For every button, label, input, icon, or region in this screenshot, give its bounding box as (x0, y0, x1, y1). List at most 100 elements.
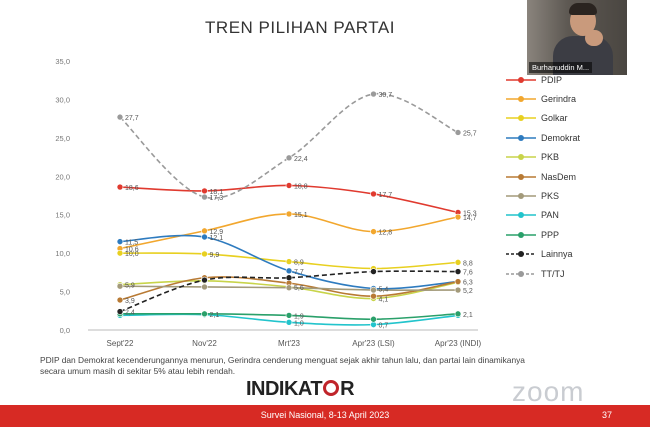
data-label-ppp: 2,1 (463, 312, 473, 319)
legend-label: PPP (541, 229, 560, 240)
data-point-demokrat (285, 267, 293, 275)
legend-swatch-icon (506, 193, 536, 200)
legend-label: Gerindra (541, 94, 577, 105)
legend-item-nasdem: NasDem (505, 167, 605, 186)
zoom-watermark: zoom (512, 376, 585, 407)
data-point-ppp (370, 315, 377, 323)
chart-data-labels: 18,6 18,1 18,8 17,7 15,3 10,6 12,9 15,1 12,8 14,7… (125, 92, 477, 330)
legend-label: PKB (541, 152, 560, 163)
data-point-pan (285, 319, 293, 326)
legend-item-pdip: PDIP (505, 70, 605, 89)
page-number: 37 (601, 410, 612, 420)
data-point-gerindra (201, 227, 208, 235)
data-label-tt-tj: 22,4 (294, 156, 308, 163)
data-label-pan: 0,7 (379, 323, 389, 330)
legend-item-gerindra: Gerindra (505, 89, 605, 108)
data-point-pks (285, 284, 293, 292)
legend-swatch-icon (506, 96, 536, 103)
data-point-nasdem (370, 292, 377, 300)
footer-bar: Survei Nasional, 8-13 April 2023 37 (0, 405, 650, 427)
data-label-demokrat: 5,4 (379, 286, 389, 293)
participant-video-tile[interactable]: Burhanuddin M... (527, 0, 627, 75)
y-tick-label: 10,0 (55, 249, 70, 258)
legend-swatch-icon (506, 270, 536, 277)
series-gerindra (116, 210, 462, 252)
legend-item-lainnya: Lainnya (505, 245, 605, 264)
data-label-demokrat: 6,3 (463, 280, 473, 287)
legend-swatch-icon (506, 173, 536, 180)
series-line-pdip (119, 184, 459, 214)
data-point-lainnya (201, 276, 208, 284)
legend-swatch-icon (506, 212, 536, 219)
legend-item-pan: PAN (505, 206, 605, 225)
x-tick-label: Apr'23 (INDI) (435, 339, 482, 348)
data-point-pks (454, 286, 462, 294)
data-label-tt-tj: 27,7 (125, 115, 139, 122)
data-point-pdip (116, 183, 124, 191)
data-point-golkar (201, 250, 208, 258)
logo-text-b: R (340, 378, 355, 400)
data-label-gerindra: 14,7 (463, 215, 477, 222)
y-tick-label: 30,0 (55, 95, 70, 104)
data-label-golkar: 10,0 (125, 251, 139, 258)
data-label-demokrat: 12,1 (210, 235, 224, 242)
legend-item-tt-tj: TT/TJ (505, 264, 605, 283)
legend-label: PAN (541, 210, 559, 221)
data-label-pan: 1,0 (294, 320, 304, 327)
legend-swatch-icon (506, 154, 536, 161)
x-tick-label: Mrt'23 (278, 339, 301, 348)
data-point-ppp (285, 312, 293, 319)
data-point-pks (370, 286, 377, 294)
speaker-hair (569, 3, 597, 15)
legend-swatch-icon (506, 115, 536, 122)
data-point-nasdem (454, 278, 462, 285)
data-point-lainnya (454, 268, 462, 275)
x-tick-label: Apr'23 (LSI) (352, 339, 395, 348)
data-point-pks (116, 282, 124, 290)
data-label-golkar: 8,9 (294, 260, 304, 267)
legend-item-ppp: PPP (505, 225, 605, 244)
legend-label: Golkar (541, 113, 568, 124)
y-tick-label: 20,0 (55, 172, 70, 181)
chart-caption: PDIP dan Demokrat kecenderungannya menur… (40, 355, 525, 376)
data-label-ppp: 1,9 (294, 313, 304, 320)
data-label-lainnya: 7,6 (463, 270, 473, 277)
series-line-gerindra (119, 213, 459, 250)
data-label-gerindra: 15,1 (294, 212, 308, 219)
indikator-logo: INDIKAT R (0, 378, 600, 401)
legend-label: PDIP (541, 74, 563, 85)
data-point-nasdem (116, 296, 124, 304)
data-point-ppp (454, 310, 462, 318)
data-point-gerindra (370, 228, 377, 235)
data-label-gerindra: 12,8 (379, 230, 393, 237)
data-point-golkar (454, 259, 462, 266)
chart-title: TREN PILIHAN PARTAI (205, 18, 395, 37)
data-point-tt-tj (370, 90, 377, 98)
data-label-tt-tj: 25,7 (463, 130, 477, 137)
data-point-demokrat (116, 238, 124, 245)
data-label-pkb: 4,1 (379, 296, 389, 303)
footer-text: Survei Nasional, 8-13 April 2023 (260, 410, 390, 420)
y-tick-label: 0,0 (60, 326, 70, 335)
series-pks (116, 282, 462, 294)
legend-item-pks: PKS (505, 186, 605, 205)
legend-swatch-icon (506, 76, 536, 83)
y-tick-label: 5,0 (60, 288, 70, 297)
legend-label: TT/TJ (541, 268, 565, 279)
logo-text-a: INDIKAT (245, 378, 323, 400)
data-point-golkar (285, 258, 293, 265)
data-label-nasdem: 3,9 (125, 298, 135, 305)
data-label-pkb: 5,6 (294, 285, 304, 292)
data-point-tt-tj (116, 113, 124, 121)
participant-name: Burhanuddin M... (529, 62, 593, 73)
legend-label: Demokrat (541, 132, 581, 143)
y-tick-label: 15,0 (55, 211, 70, 220)
data-label-pdip: 15,3 (463, 210, 477, 217)
data-point-ppp (201, 310, 208, 318)
logo-ring-icon (323, 380, 340, 396)
data-point-pdip (370, 190, 377, 198)
chart-series-lines (116, 90, 462, 328)
data-label-ppp: 2,1 (210, 312, 220, 319)
data-point-demokrat (201, 233, 208, 241)
